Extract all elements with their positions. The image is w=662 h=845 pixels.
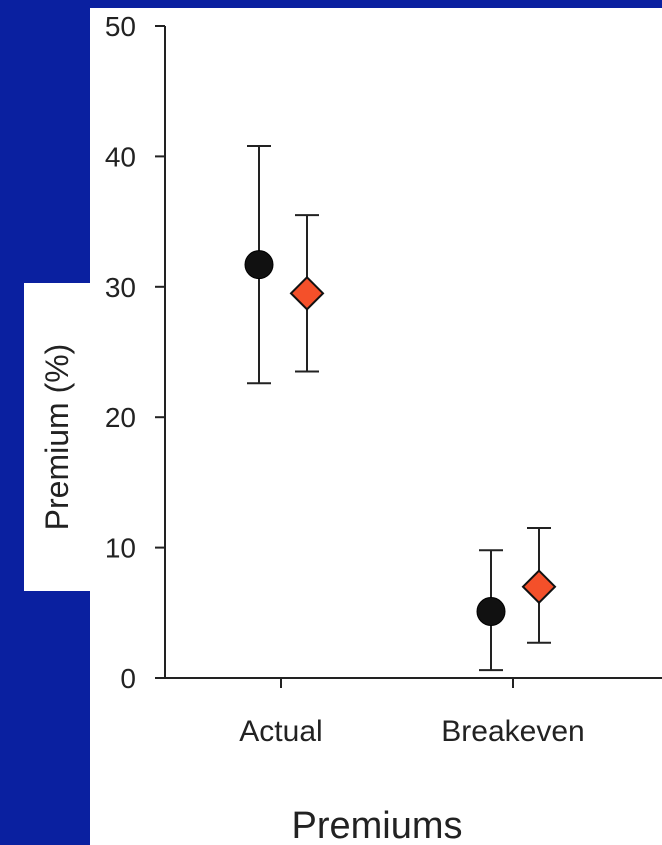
point-s2-actual (289, 275, 325, 311)
point-s1-breakeven (476, 596, 506, 626)
axes (155, 25, 662, 688)
y-tick-label-0: 0 (120, 663, 136, 694)
y-tick-label-20: 20 (105, 402, 136, 433)
y-tick-label-50: 50 (105, 11, 136, 42)
point-s2-breakeven (521, 569, 557, 605)
x-tick-label-actual: Actual (239, 715, 322, 748)
x-tick-label-breakeven: Breakeven (441, 715, 584, 748)
y-tick-label-10: 10 (105, 533, 136, 564)
labels: 0 10 20 30 40 50 Actual Breakeven Premiums Premiu… (39, 11, 585, 845)
x-axis-title: Premiums (291, 805, 462, 845)
y-axis-title: Premium (%) (39, 344, 75, 531)
y-axis-label-box (24, 283, 92, 591)
plot-panel (90, 8, 662, 845)
marks (244, 144, 557, 672)
y-tick-label-30: 30 (105, 272, 136, 303)
y-tick-label-40: 40 (105, 141, 136, 172)
point-s1-actual (244, 250, 274, 280)
